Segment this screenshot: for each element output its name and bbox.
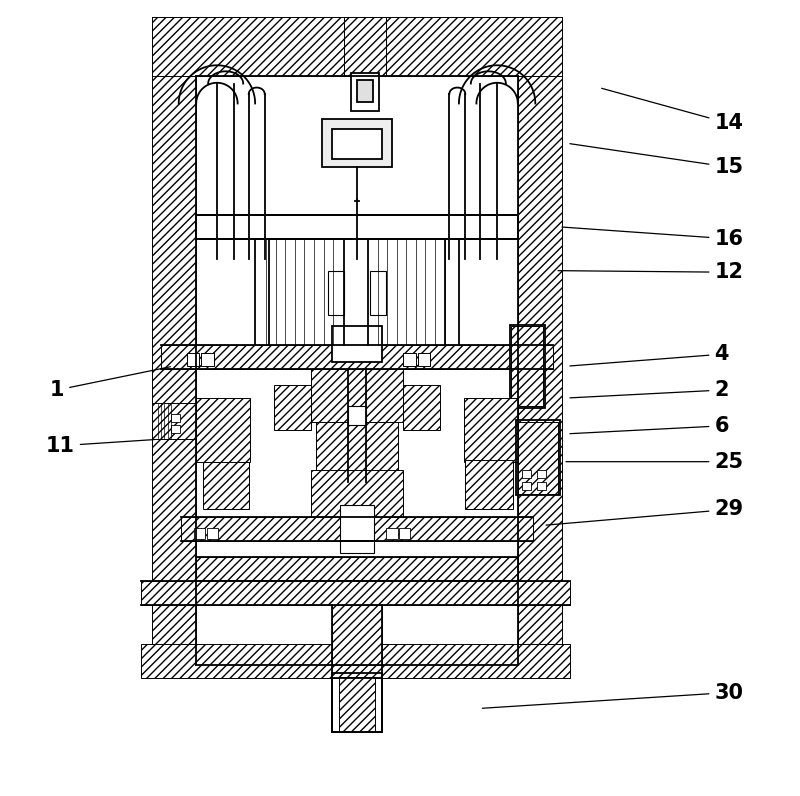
Bar bbox=[317, 422, 398, 478]
Bar bbox=[142, 581, 570, 605]
Bar bbox=[522, 482, 531, 490]
Text: 11: 11 bbox=[46, 435, 154, 456]
Bar bbox=[348, 406, 366, 425]
Bar bbox=[466, 460, 513, 509]
Bar bbox=[518, 422, 558, 494]
Bar bbox=[350, 73, 379, 111]
Bar bbox=[162, 345, 553, 369]
Text: 6: 6 bbox=[570, 416, 729, 436]
Text: 30: 30 bbox=[482, 682, 743, 708]
Bar bbox=[338, 677, 375, 732]
Bar bbox=[194, 528, 205, 539]
Text: 16: 16 bbox=[562, 227, 743, 249]
Text: 29: 29 bbox=[546, 499, 743, 525]
Bar bbox=[357, 80, 373, 102]
Bar bbox=[196, 398, 250, 462]
Bar bbox=[328, 271, 344, 315]
Text: 2: 2 bbox=[570, 380, 729, 400]
Bar bbox=[403, 385, 440, 430]
Text: 25: 25 bbox=[566, 451, 743, 472]
Text: 1: 1 bbox=[50, 367, 170, 400]
Bar bbox=[152, 17, 562, 76]
Bar bbox=[274, 385, 311, 430]
Bar bbox=[332, 673, 382, 732]
Bar bbox=[340, 505, 374, 553]
Bar bbox=[403, 353, 416, 366]
Bar bbox=[152, 17, 196, 665]
Bar bbox=[511, 326, 543, 406]
Bar bbox=[201, 353, 214, 366]
Bar bbox=[170, 414, 180, 422]
Bar bbox=[331, 129, 382, 159]
Bar bbox=[196, 557, 518, 581]
Bar bbox=[370, 271, 386, 315]
Bar bbox=[186, 353, 199, 366]
Text: 15: 15 bbox=[570, 144, 743, 178]
Bar bbox=[537, 470, 546, 478]
Bar bbox=[181, 517, 533, 541]
Bar bbox=[516, 420, 560, 495]
Bar bbox=[332, 326, 382, 362]
Bar bbox=[170, 425, 180, 433]
Text: 14: 14 bbox=[602, 88, 743, 134]
Bar bbox=[322, 119, 392, 167]
Bar bbox=[206, 528, 218, 539]
Bar bbox=[386, 528, 398, 539]
Bar bbox=[510, 325, 545, 408]
Bar bbox=[418, 353, 430, 366]
Bar bbox=[399, 528, 410, 539]
Text: 4: 4 bbox=[570, 344, 729, 366]
Bar bbox=[202, 462, 249, 509]
Bar bbox=[464, 398, 518, 462]
Bar bbox=[311, 470, 403, 517]
Bar bbox=[537, 482, 546, 490]
Bar bbox=[354, 76, 376, 107]
Bar bbox=[152, 403, 196, 439]
Bar bbox=[344, 17, 386, 76]
Bar bbox=[522, 470, 531, 478]
Bar bbox=[332, 605, 382, 665]
Bar bbox=[311, 369, 403, 422]
Bar bbox=[196, 215, 518, 239]
Bar bbox=[518, 17, 562, 665]
Text: 12: 12 bbox=[558, 262, 743, 283]
Bar bbox=[142, 644, 570, 678]
